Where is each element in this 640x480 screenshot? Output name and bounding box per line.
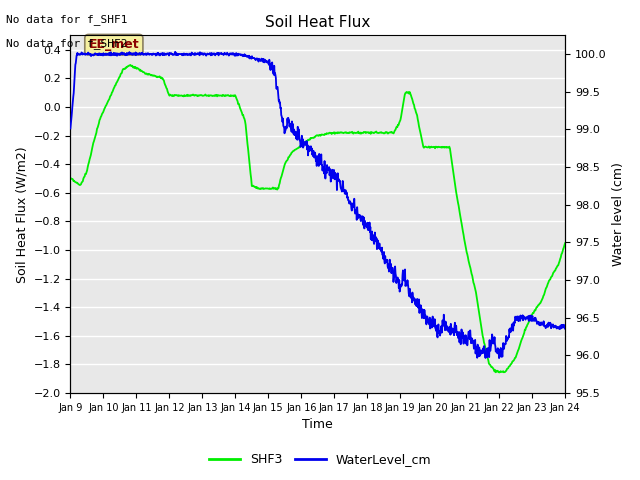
Y-axis label: Soil Heat Flux (W/m2): Soil Heat Flux (W/m2) — [15, 146, 28, 283]
Text: EE_met: EE_met — [88, 38, 139, 51]
Y-axis label: Water level (cm): Water level (cm) — [612, 162, 625, 266]
Legend: SHF3, WaterLevel_cm: SHF3, WaterLevel_cm — [204, 448, 436, 471]
Text: No data for f_SHF1: No data for f_SHF1 — [6, 14, 128, 25]
Title: Soil Heat Flux: Soil Heat Flux — [265, 15, 371, 30]
Text: No data for f_SHF2: No data for f_SHF2 — [6, 38, 128, 49]
X-axis label: Time: Time — [302, 419, 333, 432]
